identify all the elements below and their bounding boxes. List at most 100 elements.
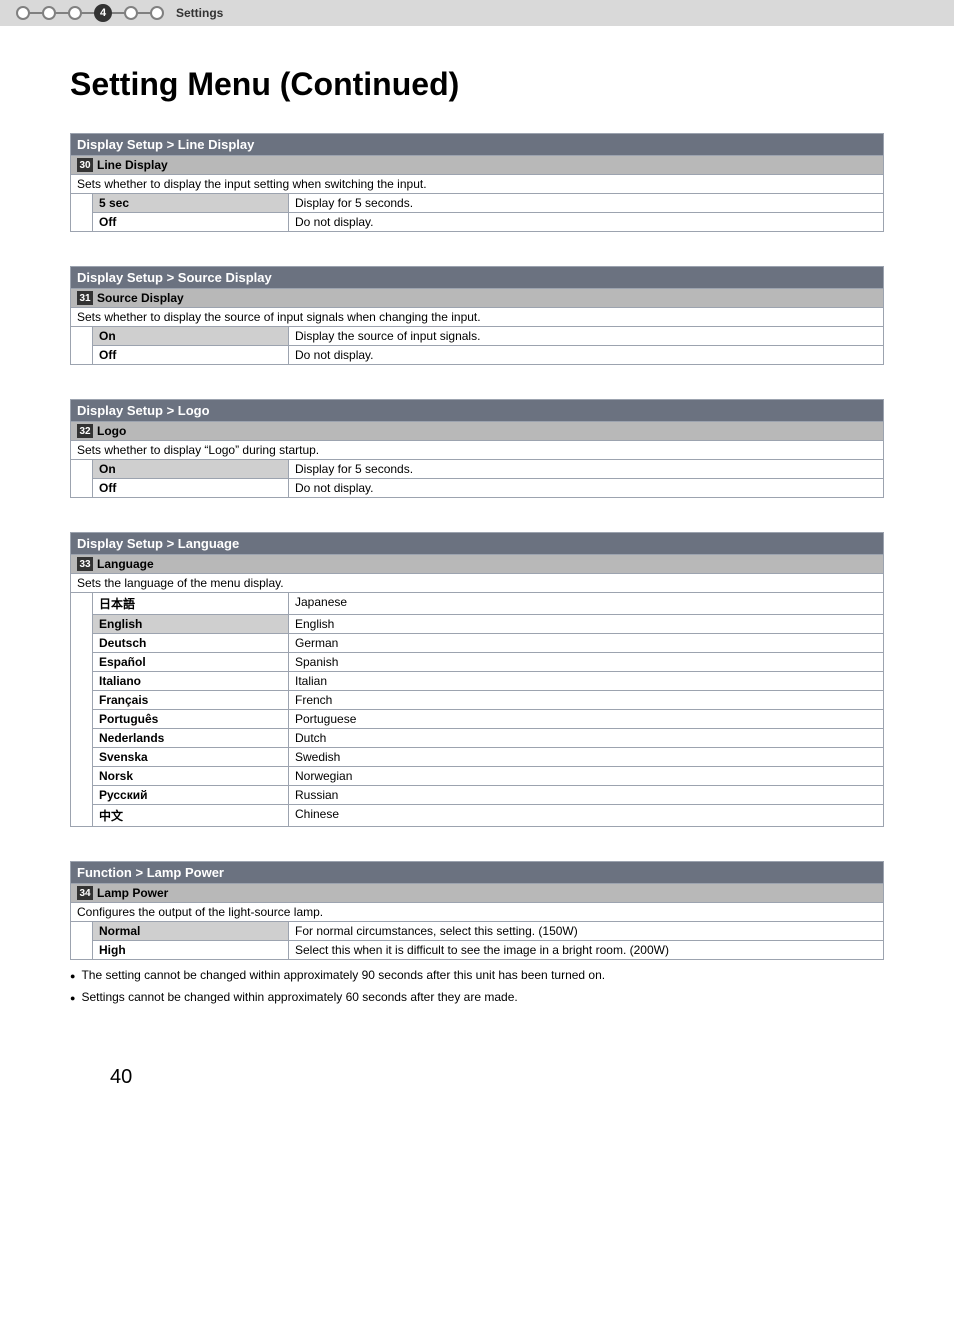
- option-value: Do not display.: [288, 479, 884, 497]
- sections-container: Display Setup > Line Display30 Line Disp…: [70, 133, 884, 1006]
- option-row: РусскийRussian: [92, 786, 884, 805]
- option-key: 5 sec: [92, 194, 288, 212]
- item-title: Source Display: [97, 291, 184, 305]
- option-row: NormalFor normal circumstances, select t…: [92, 922, 884, 941]
- options-table: OnDisplay the source of input signals.Of…: [92, 327, 884, 365]
- item-title: Language: [97, 557, 154, 571]
- option-row: OnDisplay for 5 seconds.: [92, 460, 884, 479]
- option-value: Display for 5 seconds.: [288, 460, 884, 478]
- option-row: DeutschGerman: [92, 634, 884, 653]
- options-wrap: OnDisplay for 5 seconds.OffDo not displa…: [70, 460, 884, 498]
- option-value: Spanish: [288, 653, 884, 671]
- note-item: The setting cannot be changed within app…: [70, 968, 884, 984]
- option-value: Italian: [288, 672, 884, 690]
- section-header: Display Setup > Source Display: [70, 266, 884, 289]
- settings-section: Display Setup > Line Display30 Line Disp…: [70, 133, 884, 232]
- content-area: Setting Menu (Continued) Display Setup >…: [0, 66, 954, 1089]
- option-key: 日本語: [92, 593, 288, 614]
- notes: The setting cannot be changed within app…: [70, 968, 884, 1006]
- option-row: 中文Chinese: [92, 805, 884, 827]
- option-row: OffDo not display.: [92, 479, 884, 498]
- option-key: High: [92, 941, 288, 959]
- option-key: On: [92, 460, 288, 478]
- item-description: Sets whether to display “Logo” during st…: [70, 441, 884, 460]
- option-key: Italiano: [92, 672, 288, 690]
- option-value: For normal circumstances, select this se…: [288, 922, 884, 940]
- item-header: 33 Language: [70, 555, 884, 574]
- settings-section: Display Setup > Source Display31 Source …: [70, 266, 884, 365]
- option-key: Deutsch: [92, 634, 288, 652]
- settings-section: Display Setup > Language33 LanguageSets …: [70, 532, 884, 827]
- step-circle-3: [68, 6, 82, 20]
- option-key: Normal: [92, 922, 288, 940]
- top-step-bar: 4 Settings: [0, 0, 954, 26]
- option-value: Norwegian: [288, 767, 884, 785]
- option-row: NederlandsDutch: [92, 729, 884, 748]
- options-table: NormalFor normal circumstances, select t…: [92, 922, 884, 960]
- item-header: 34 Lamp Power: [70, 884, 884, 903]
- option-row: HighSelect this when it is difficult to …: [92, 941, 884, 960]
- options-wrap: OnDisplay the source of input signals.Of…: [70, 327, 884, 365]
- item-number-badge: 32: [77, 424, 93, 438]
- item-description: Sets whether to display the input settin…: [70, 175, 884, 194]
- item-number-badge: 30: [77, 158, 93, 172]
- option-value: English: [288, 615, 884, 633]
- option-key: Nederlands: [92, 729, 288, 747]
- settings-section: Function > Lamp Power34 Lamp PowerConfig…: [70, 861, 884, 1006]
- page-title: Setting Menu (Continued): [70, 66, 884, 103]
- item-description: Configures the output of the light-sourc…: [70, 903, 884, 922]
- option-key: Español: [92, 653, 288, 671]
- options-wrap: 5 secDisplay for 5 seconds.OffDo not dis…: [70, 194, 884, 232]
- option-value: Chinese: [288, 805, 884, 826]
- option-value: Display for 5 seconds.: [288, 194, 884, 212]
- option-key: On: [92, 327, 288, 345]
- options-indent: [70, 460, 92, 498]
- option-value: Swedish: [288, 748, 884, 766]
- item-number-badge: 34: [77, 886, 93, 900]
- option-key: English: [92, 615, 288, 633]
- option-value: Select this when it is difficult to see …: [288, 941, 884, 959]
- section-header: Display Setup > Line Display: [70, 133, 884, 156]
- option-key: Português: [92, 710, 288, 728]
- item-description: Sets whether to display the source of in…: [70, 308, 884, 327]
- item-header: 30 Line Display: [70, 156, 884, 175]
- option-value: Display the source of input signals.: [288, 327, 884, 345]
- option-key: Off: [92, 346, 288, 364]
- option-key: Русский: [92, 786, 288, 804]
- section-header: Display Setup > Language: [70, 532, 884, 555]
- section-header: Function > Lamp Power: [70, 861, 884, 884]
- option-value: Russian: [288, 786, 884, 804]
- item-title: Lamp Power: [97, 886, 168, 900]
- option-row: PortuguêsPortuguese: [92, 710, 884, 729]
- option-value: Japanese: [288, 593, 884, 614]
- option-row: SvenskaSwedish: [92, 748, 884, 767]
- option-row: ItalianoItalian: [92, 672, 884, 691]
- option-row: EspañolSpanish: [92, 653, 884, 672]
- option-row: EnglishEnglish: [92, 615, 884, 634]
- option-row: NorskNorwegian: [92, 767, 884, 786]
- section-header: Display Setup > Logo: [70, 399, 884, 422]
- item-number-badge: 33: [77, 557, 93, 571]
- option-row: 5 secDisplay for 5 seconds.: [92, 194, 884, 213]
- option-key: Français: [92, 691, 288, 709]
- option-row: FrançaisFrench: [92, 691, 884, 710]
- options-indent: [70, 593, 92, 827]
- step-circle-active: 4: [94, 4, 112, 22]
- page-number: 40: [70, 1066, 884, 1089]
- step-circle-1: [16, 6, 30, 20]
- item-description: Sets the language of the menu display.: [70, 574, 884, 593]
- option-row: 日本語Japanese: [92, 593, 884, 615]
- options-wrap: 日本語JapaneseEnglishEnglishDeutschGermanEs…: [70, 593, 884, 827]
- step-circle-5: [124, 6, 138, 20]
- step-circle-2: [42, 6, 56, 20]
- options-indent: [70, 194, 92, 232]
- option-key: Off: [92, 479, 288, 497]
- option-row: OnDisplay the source of input signals.: [92, 327, 884, 346]
- option-value: Portuguese: [288, 710, 884, 728]
- note-item: Settings cannot be changed within approx…: [70, 990, 884, 1006]
- options-indent: [70, 922, 92, 960]
- option-value: Do not display.: [288, 213, 884, 231]
- item-title: Line Display: [97, 158, 168, 172]
- option-key: Svenska: [92, 748, 288, 766]
- section-label: Settings: [176, 6, 223, 20]
